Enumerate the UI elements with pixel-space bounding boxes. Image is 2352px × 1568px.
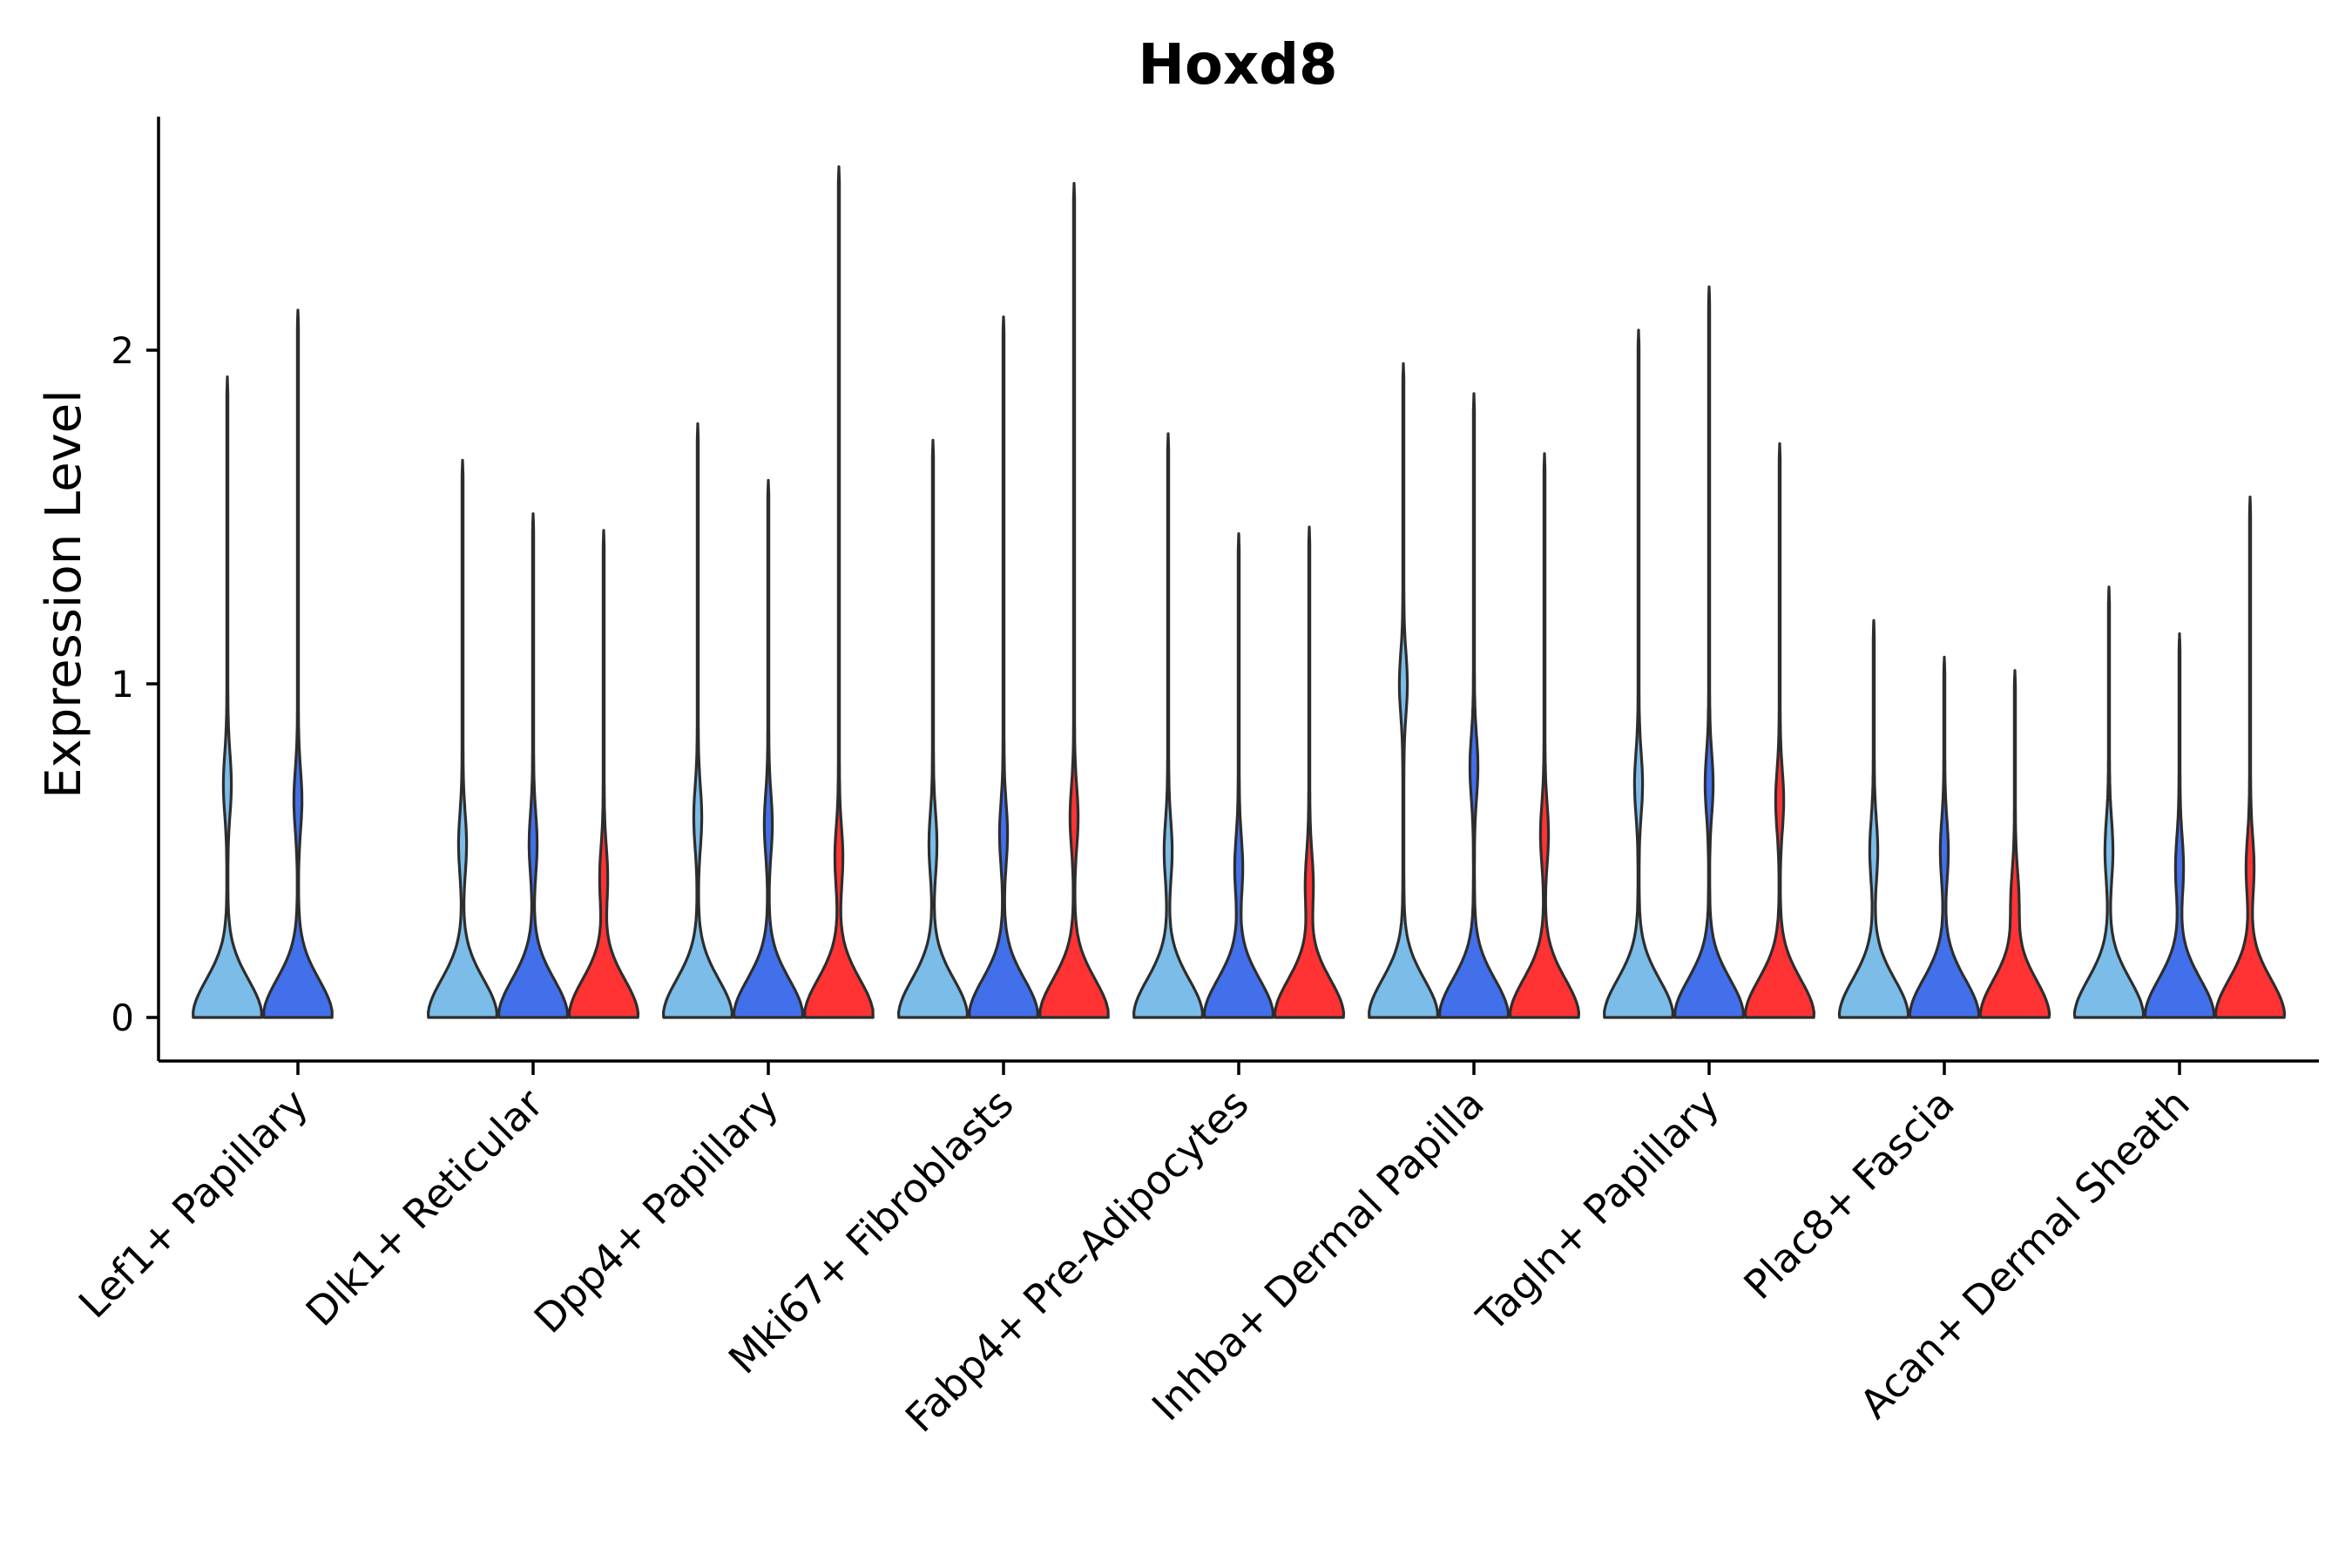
x-tick-label: Dpp4+ Papillary xyxy=(525,1080,787,1342)
violin-3-plac8-fascia xyxy=(1978,669,2051,1019)
violin-3-dpp4-papillary xyxy=(803,165,875,1019)
y-tick-label: 1 xyxy=(111,663,134,706)
chart-title: Hoxd8 xyxy=(1138,33,1337,98)
violin-2-mki67-fibroblasts xyxy=(968,315,1039,1019)
violin-1-tagln-papillary xyxy=(1603,328,1674,1019)
y-tick-label: 0 xyxy=(111,997,134,1039)
violin-3-mki67-fibroblasts xyxy=(1038,181,1110,1019)
violin-2-fabp4-pre-adipocytes xyxy=(1202,532,1275,1019)
violin-3-tagln-papillary xyxy=(1744,442,1815,1019)
violin-1-fabp4-pre-adipocytes xyxy=(1132,432,1204,1019)
x-tick-label: Lef1+ Papillary xyxy=(70,1080,317,1328)
violin-2-plac8-fascia xyxy=(1908,655,1981,1019)
violin-2-lef1-papillary xyxy=(262,308,334,1019)
violin-1-plac8-fascia xyxy=(1837,618,1910,1019)
violin-2-dlk1-reticular xyxy=(497,512,570,1019)
violin-plot-area xyxy=(192,165,2287,1019)
violin-1-mki67-fibroblasts xyxy=(897,438,969,1019)
violin-3-acan-dermal-sheath xyxy=(2213,495,2287,1019)
violin-1-inhba-dermal-papilla xyxy=(1368,362,1439,1019)
x-tick-label: Tagln+ Papillary xyxy=(1467,1080,1728,1342)
y-tick-label: 2 xyxy=(111,329,134,372)
violin-2-dpp4-papillary xyxy=(732,478,805,1019)
violin-3-inhba-dermal-papilla xyxy=(1509,452,1580,1019)
y-axis-label: Expression Level xyxy=(36,389,92,799)
violin-1-dpp4-papillary xyxy=(662,422,733,1019)
x-tick-label: Dlk1+ Reticular xyxy=(297,1080,552,1335)
violin-2-inhba-dermal-papilla xyxy=(1438,392,1510,1019)
violin-1-lef1-papillary xyxy=(192,375,263,1019)
violin-1-dlk1-reticular xyxy=(427,458,498,1019)
violin-3-fabp4-pre-adipocytes xyxy=(1273,525,1346,1019)
violin-1-acan-dermal-sheath xyxy=(2072,585,2146,1019)
violin-2-tagln-papillary xyxy=(1673,285,1745,1019)
violin-2-acan-dermal-sheath xyxy=(2143,632,2216,1019)
violin-3-dlk1-reticular xyxy=(567,529,640,1019)
x-tick-label: Plac8+ Fascia xyxy=(1734,1080,1963,1308)
